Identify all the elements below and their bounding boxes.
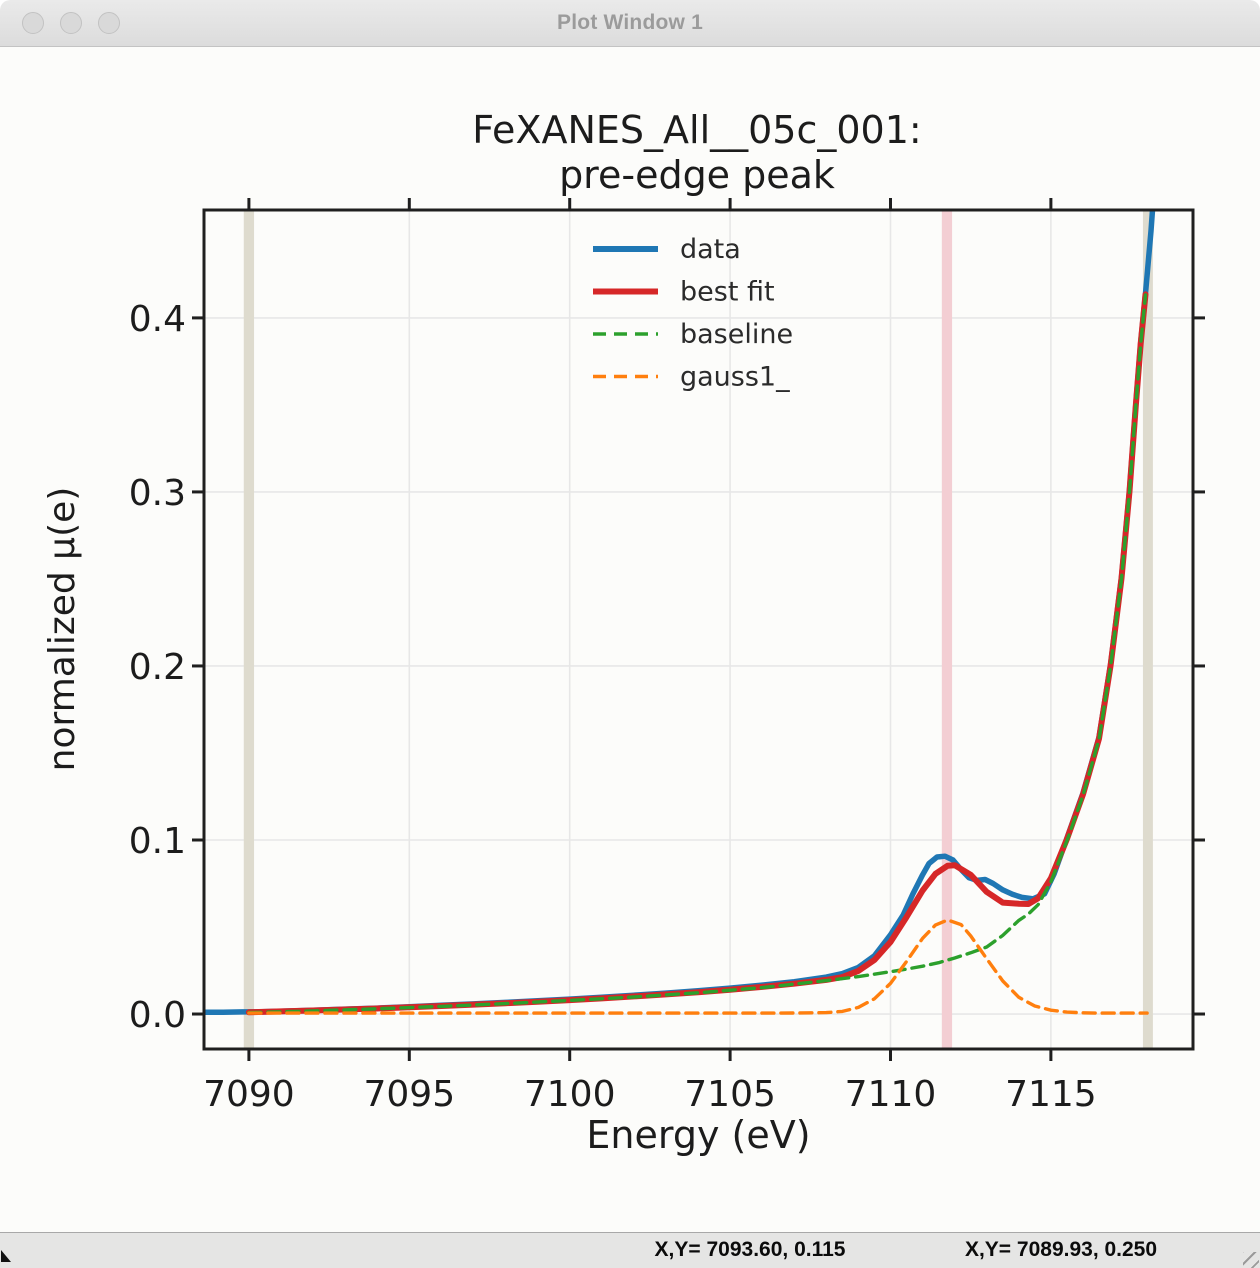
- fit-range-low-marker: [243, 210, 255, 1049]
- x-tick-label: 7110: [845, 1074, 937, 1115]
- plot-title-line2: pre-edge peak: [559, 153, 835, 197]
- status-bar: X,Y= 7093.60, 0.115 X,Y= 7089.93, 0.250: [0, 1232, 1260, 1268]
- titlebar[interactable]: Plot Window 1: [0, 0, 1260, 47]
- status-xy-readout-1: X,Y= 7093.60, 0.115: [654, 1238, 846, 1261]
- minimize-button[interactable]: [60, 12, 82, 34]
- legend-label: best fit: [680, 277, 775, 308]
- window-title: Plot Window 1: [557, 11, 703, 34]
- x-axis-label: Energy (eV): [586, 1113, 810, 1157]
- x-tick-label: 7095: [363, 1074, 455, 1115]
- series-group: [204, 210, 1156, 1016]
- peak-center-marker: [941, 210, 953, 1049]
- x-tick-label: 7090: [203, 1074, 295, 1115]
- maximize-button[interactable]: [98, 12, 120, 34]
- y-tick-label: 0.4: [129, 299, 186, 340]
- legend-label: gauss1_: [680, 362, 790, 393]
- x-tick-label: 7105: [684, 1074, 776, 1115]
- series-best-fit: [245, 291, 1149, 1016]
- traffic-lights: [22, 12, 120, 34]
- legend-label: data: [680, 234, 741, 265]
- ticks: [192, 198, 1205, 1061]
- cursor-mark: [1, 1250, 11, 1262]
- fit-range-high-marker: [1142, 210, 1153, 1049]
- x-tick-label: 7100: [524, 1074, 616, 1115]
- y-tick-label: 0.2: [129, 647, 186, 688]
- legend-label: baseline: [680, 319, 793, 350]
- y-tick-label: 0.3: [129, 473, 186, 514]
- status-xy-readout-2: X,Y= 7089.93, 0.250: [964, 1238, 1158, 1261]
- figure-area: 7090 7095 7100 7105 7110 7115 0.0 0.1 0.2 0.3 0.4 F…: [0, 47, 1260, 1232]
- resize-grip[interactable]: [1243, 1252, 1259, 1268]
- y-axis-label: normalized μ(e): [42, 487, 83, 772]
- y-tick-label: 0.0: [129, 995, 186, 1036]
- plot-title-line1: FeXANES_All__05c_001:: [472, 108, 921, 152]
- close-button[interactable]: [22, 12, 44, 34]
- plot-canvas[interactable]: 7090 7095 7100 7105 7110 7115 0.0 0.1 0.2 0.3 0.4 F…: [0, 47, 1260, 1232]
- series-baseline: [247, 293, 1148, 1015]
- x-tick-label: 7115: [1005, 1074, 1097, 1115]
- y-tick-label: 0.1: [129, 821, 186, 862]
- grid: [204, 210, 1193, 1049]
- series-gauss1_: [247, 918, 1149, 1015]
- legend: data best fit baseline gauss1_: [593, 234, 793, 393]
- axes-spines: [202, 208, 1195, 1051]
